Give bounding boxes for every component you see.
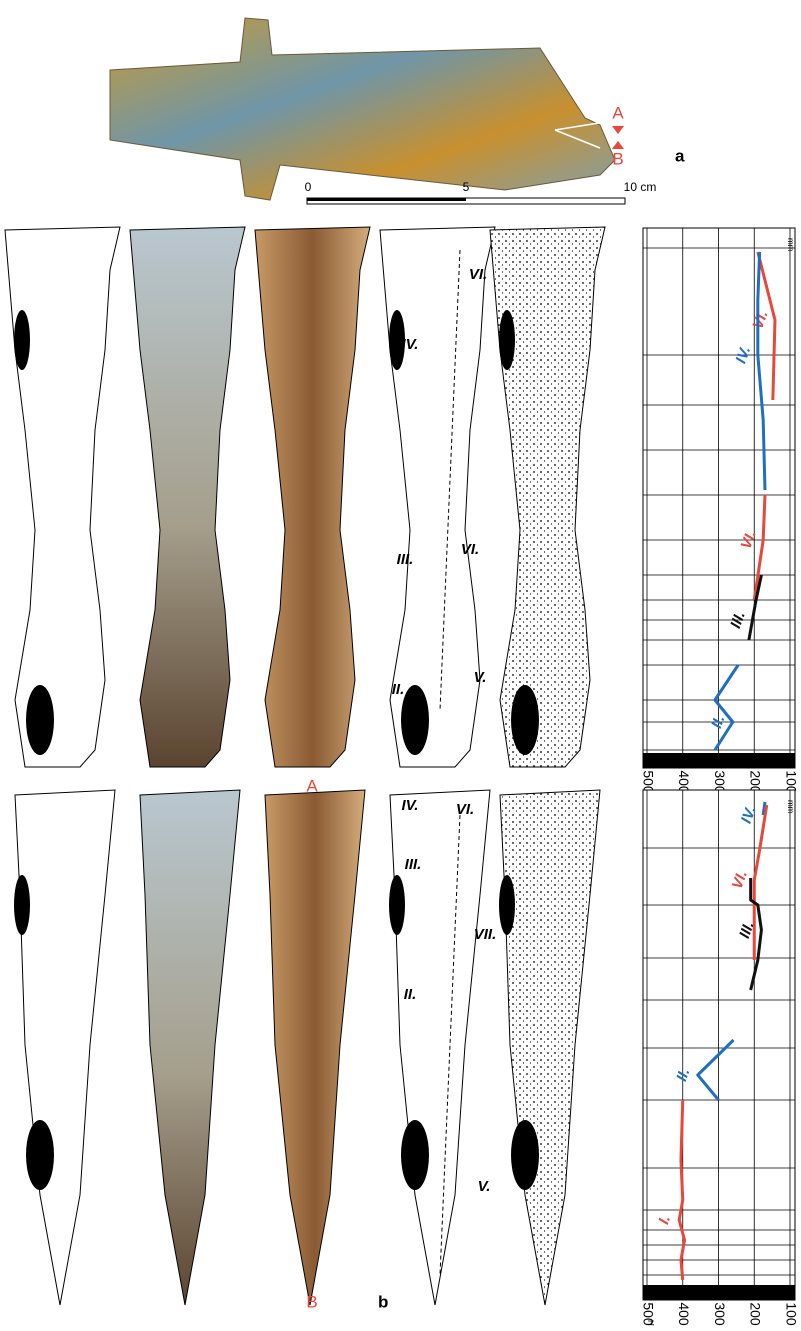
sections	[4, 226, 606, 1306]
panel-label: b	[378, 1292, 388, 1311]
surface-bar	[643, 753, 795, 768]
corrosion	[14, 310, 30, 370]
section-line	[554, 129, 601, 149]
hardness-line	[752, 804, 769, 960]
series-label: II.	[673, 1066, 693, 1084]
corrosion	[511, 1120, 539, 1190]
scale-label: 10 cm	[624, 180, 657, 194]
section-annotation: III.	[405, 856, 422, 873]
y-axis-label: mm	[786, 238, 795, 252]
section-annotation: V.	[474, 669, 487, 686]
corrosion	[389, 310, 405, 370]
hardness-line	[756, 251, 767, 491]
section-drawing	[264, 789, 366, 1306]
corrosion	[401, 1120, 429, 1190]
x-tick-label: 300	[712, 770, 728, 794]
section-drawing	[4, 226, 121, 768]
surface-bar	[643, 1285, 795, 1300]
row-label: B	[306, 1292, 317, 1311]
section-annotation: VII.	[474, 926, 497, 943]
series-label: VI.	[729, 868, 751, 891]
hardness-line	[747, 574, 763, 641]
section-annotation: IV.	[402, 336, 419, 353]
hardness-line	[696, 1038, 735, 1101]
section-annotation: V.	[478, 1178, 491, 1195]
corrosion	[401, 685, 429, 755]
section-drawing	[379, 226, 496, 768]
series-label: IV.	[738, 804, 760, 826]
x-tick-label: 500	[640, 1302, 656, 1326]
x-tick-label: 400	[676, 770, 692, 794]
section-mark: A	[612, 103, 624, 122]
section-drawing	[14, 789, 116, 1306]
corrosion	[389, 875, 405, 935]
section-annotation: IV.	[402, 797, 419, 814]
series-label: II.	[708, 713, 728, 731]
series-label: IV.	[732, 344, 754, 366]
corrosion	[26, 685, 54, 755]
section-annotation: I.	[411, 1121, 419, 1138]
series-label: III.	[727, 609, 749, 630]
scale-label: 0	[305, 180, 312, 194]
section-annotation: III.	[397, 551, 414, 568]
scale-label: 5	[463, 180, 470, 194]
corrosion	[26, 1120, 54, 1190]
hardness-line	[761, 801, 767, 816]
arrow	[612, 126, 624, 134]
section-drawing	[129, 226, 246, 768]
corrosion	[499, 875, 515, 935]
section-line	[554, 121, 606, 131]
section-annotation: II.	[404, 986, 417, 1003]
x-axis-label: HV 0.2	[646, 1320, 655, 1326]
hardness-line	[713, 664, 740, 751]
x-tick-label: 400	[676, 1302, 692, 1326]
scale-bar	[307, 198, 466, 201]
x-tick-label: 500	[640, 770, 656, 794]
panel-label: a	[675, 146, 685, 165]
section-annotation: II.	[392, 681, 405, 698]
x-tick-label: 100	[783, 1302, 799, 1326]
hardness-line	[749, 878, 763, 991]
plot-frame	[642, 227, 796, 769]
x-tick-label: 200	[748, 770, 764, 794]
section-annotation: VI.	[469, 266, 487, 283]
section-annotation: VI.	[456, 801, 474, 818]
section-annotation: VI.	[461, 541, 479, 558]
row-label: A	[306, 776, 318, 795]
x-tick-label: 300	[712, 1302, 728, 1326]
corrosion	[511, 685, 539, 755]
x-tick-label: 200	[748, 1302, 764, 1326]
y-axis-label: mm	[786, 800, 795, 814]
hardness-line	[752, 494, 767, 601]
section-drawing	[499, 789, 601, 1306]
x-tick-label: 100	[783, 770, 799, 794]
corrosion	[499, 310, 515, 370]
series-label: III.	[736, 919, 758, 940]
hardness-line	[677, 1099, 687, 1281]
corrosion	[14, 875, 30, 935]
section-drawing	[489, 226, 606, 768]
series-label: VI.	[749, 308, 771, 331]
arrow	[612, 141, 624, 149]
axe-photo	[109, 17, 616, 201]
plot-frame	[642, 789, 796, 1301]
section-mark: B	[612, 149, 623, 168]
hardness-line	[756, 251, 777, 401]
section-drawing	[139, 789, 241, 1306]
section-drawing	[254, 226, 371, 768]
series-label: VI.	[738, 528, 760, 551]
